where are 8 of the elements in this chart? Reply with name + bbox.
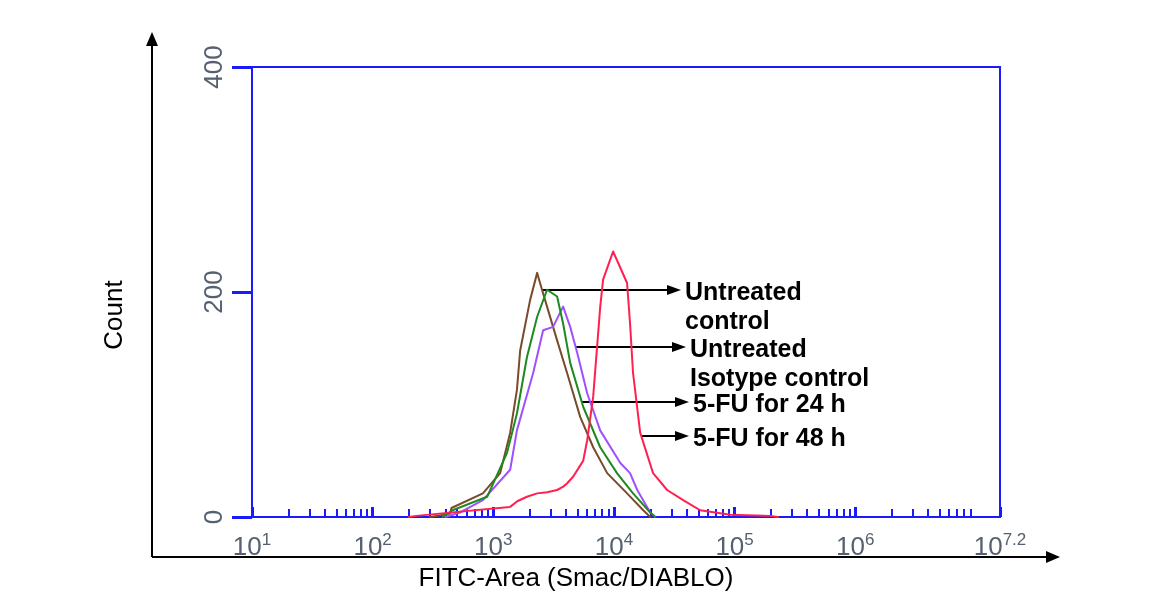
text: Untreated Isotype control xyxy=(690,333,870,391)
y-tick-label: 200 xyxy=(198,270,228,314)
x-axis-title: FITC-Area (Smac/DIABLO) xyxy=(418,562,734,592)
y-tick-label: 0 xyxy=(198,509,228,525)
y-tick-label: 400 xyxy=(198,45,228,89)
y-axis-title: Count xyxy=(98,279,128,350)
text: Untreated control xyxy=(685,276,802,334)
series-label: 5-FU for 48 h xyxy=(693,422,846,451)
